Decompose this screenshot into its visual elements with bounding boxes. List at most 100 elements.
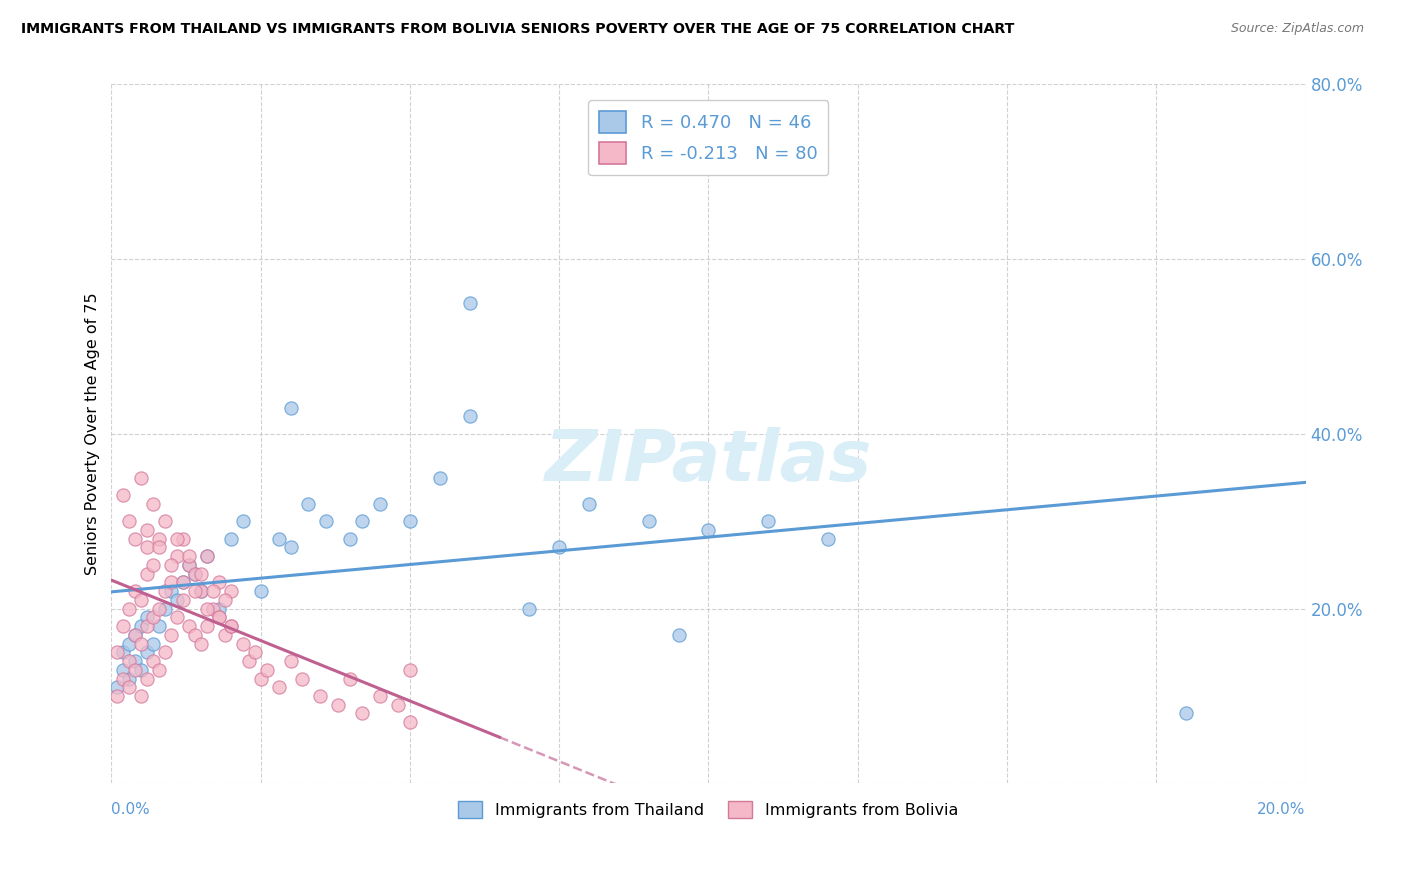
Point bbox=[129, 689, 152, 703]
Point bbox=[148, 532, 170, 546]
Point bbox=[148, 619, 170, 633]
Point bbox=[249, 584, 271, 599]
Point bbox=[148, 601, 170, 615]
Point bbox=[177, 558, 200, 572]
Point bbox=[458, 409, 481, 424]
Point bbox=[280, 654, 302, 668]
Point bbox=[136, 619, 159, 633]
Point bbox=[429, 470, 451, 484]
Point bbox=[112, 488, 135, 502]
Point bbox=[142, 654, 165, 668]
Point bbox=[339, 672, 361, 686]
Point bbox=[177, 558, 200, 572]
Point bbox=[256, 663, 278, 677]
Point bbox=[142, 497, 165, 511]
Point bbox=[129, 593, 152, 607]
Point bbox=[172, 593, 194, 607]
Point bbox=[112, 672, 135, 686]
Point bbox=[184, 628, 207, 642]
Point bbox=[172, 532, 194, 546]
Point bbox=[399, 715, 422, 730]
Point bbox=[238, 654, 260, 668]
Point bbox=[214, 628, 236, 642]
Point bbox=[195, 619, 218, 633]
Point bbox=[118, 637, 141, 651]
Point bbox=[309, 689, 332, 703]
Point bbox=[160, 628, 183, 642]
Point bbox=[153, 584, 176, 599]
Point bbox=[190, 637, 212, 651]
Point bbox=[368, 497, 391, 511]
Point bbox=[190, 584, 212, 599]
Point bbox=[352, 514, 374, 528]
Point bbox=[112, 663, 135, 677]
Point bbox=[118, 654, 141, 668]
Text: IMMIGRANTS FROM THAILAND VS IMMIGRANTS FROM BOLIVIA SENIORS POVERTY OVER THE AGE: IMMIGRANTS FROM THAILAND VS IMMIGRANTS F… bbox=[21, 22, 1015, 37]
Point bbox=[208, 601, 231, 615]
Y-axis label: Seniors Poverty Over the Age of 75: Seniors Poverty Over the Age of 75 bbox=[86, 293, 100, 575]
Text: ZIPatlas: ZIPatlas bbox=[544, 427, 872, 496]
Point bbox=[214, 593, 236, 607]
Point bbox=[118, 601, 141, 615]
Point bbox=[172, 575, 194, 590]
Point bbox=[232, 514, 254, 528]
Point bbox=[208, 610, 231, 624]
Point bbox=[195, 601, 218, 615]
Point bbox=[184, 584, 207, 599]
Point bbox=[118, 672, 141, 686]
Point bbox=[129, 663, 152, 677]
Point bbox=[328, 698, 350, 712]
Point bbox=[124, 532, 146, 546]
Point bbox=[267, 680, 290, 694]
Point bbox=[160, 584, 183, 599]
Point bbox=[232, 637, 254, 651]
Point bbox=[129, 470, 152, 484]
Point bbox=[177, 619, 200, 633]
Point bbox=[166, 549, 188, 564]
Point bbox=[201, 601, 224, 615]
Point bbox=[160, 575, 183, 590]
Point bbox=[142, 558, 165, 572]
Point bbox=[1175, 706, 1198, 721]
Point bbox=[177, 549, 200, 564]
Point bbox=[195, 549, 218, 564]
Point bbox=[201, 584, 224, 599]
Point bbox=[368, 689, 391, 703]
Point bbox=[136, 523, 159, 537]
Point bbox=[142, 637, 165, 651]
Point bbox=[637, 514, 659, 528]
Point bbox=[124, 628, 146, 642]
Point bbox=[219, 584, 242, 599]
Point bbox=[548, 541, 571, 555]
Point bbox=[219, 619, 242, 633]
Point bbox=[148, 663, 170, 677]
Point bbox=[118, 514, 141, 528]
Point bbox=[166, 610, 188, 624]
Point bbox=[172, 575, 194, 590]
Point bbox=[756, 514, 779, 528]
Point bbox=[297, 497, 319, 511]
Point bbox=[153, 645, 176, 659]
Point bbox=[148, 541, 170, 555]
Point bbox=[219, 532, 242, 546]
Point bbox=[184, 566, 207, 581]
Point bbox=[697, 523, 720, 537]
Point bbox=[458, 296, 481, 310]
Point bbox=[153, 601, 176, 615]
Point bbox=[105, 680, 128, 694]
Point bbox=[517, 601, 540, 615]
Point bbox=[118, 680, 141, 694]
Point bbox=[160, 558, 183, 572]
Point bbox=[578, 497, 600, 511]
Point bbox=[817, 532, 839, 546]
Point bbox=[105, 689, 128, 703]
Point bbox=[166, 593, 188, 607]
Point bbox=[184, 566, 207, 581]
Point bbox=[136, 541, 159, 555]
Point bbox=[339, 532, 361, 546]
Point bbox=[190, 566, 212, 581]
Point bbox=[208, 610, 231, 624]
Point bbox=[387, 698, 409, 712]
Point bbox=[280, 401, 302, 415]
Point bbox=[243, 645, 266, 659]
